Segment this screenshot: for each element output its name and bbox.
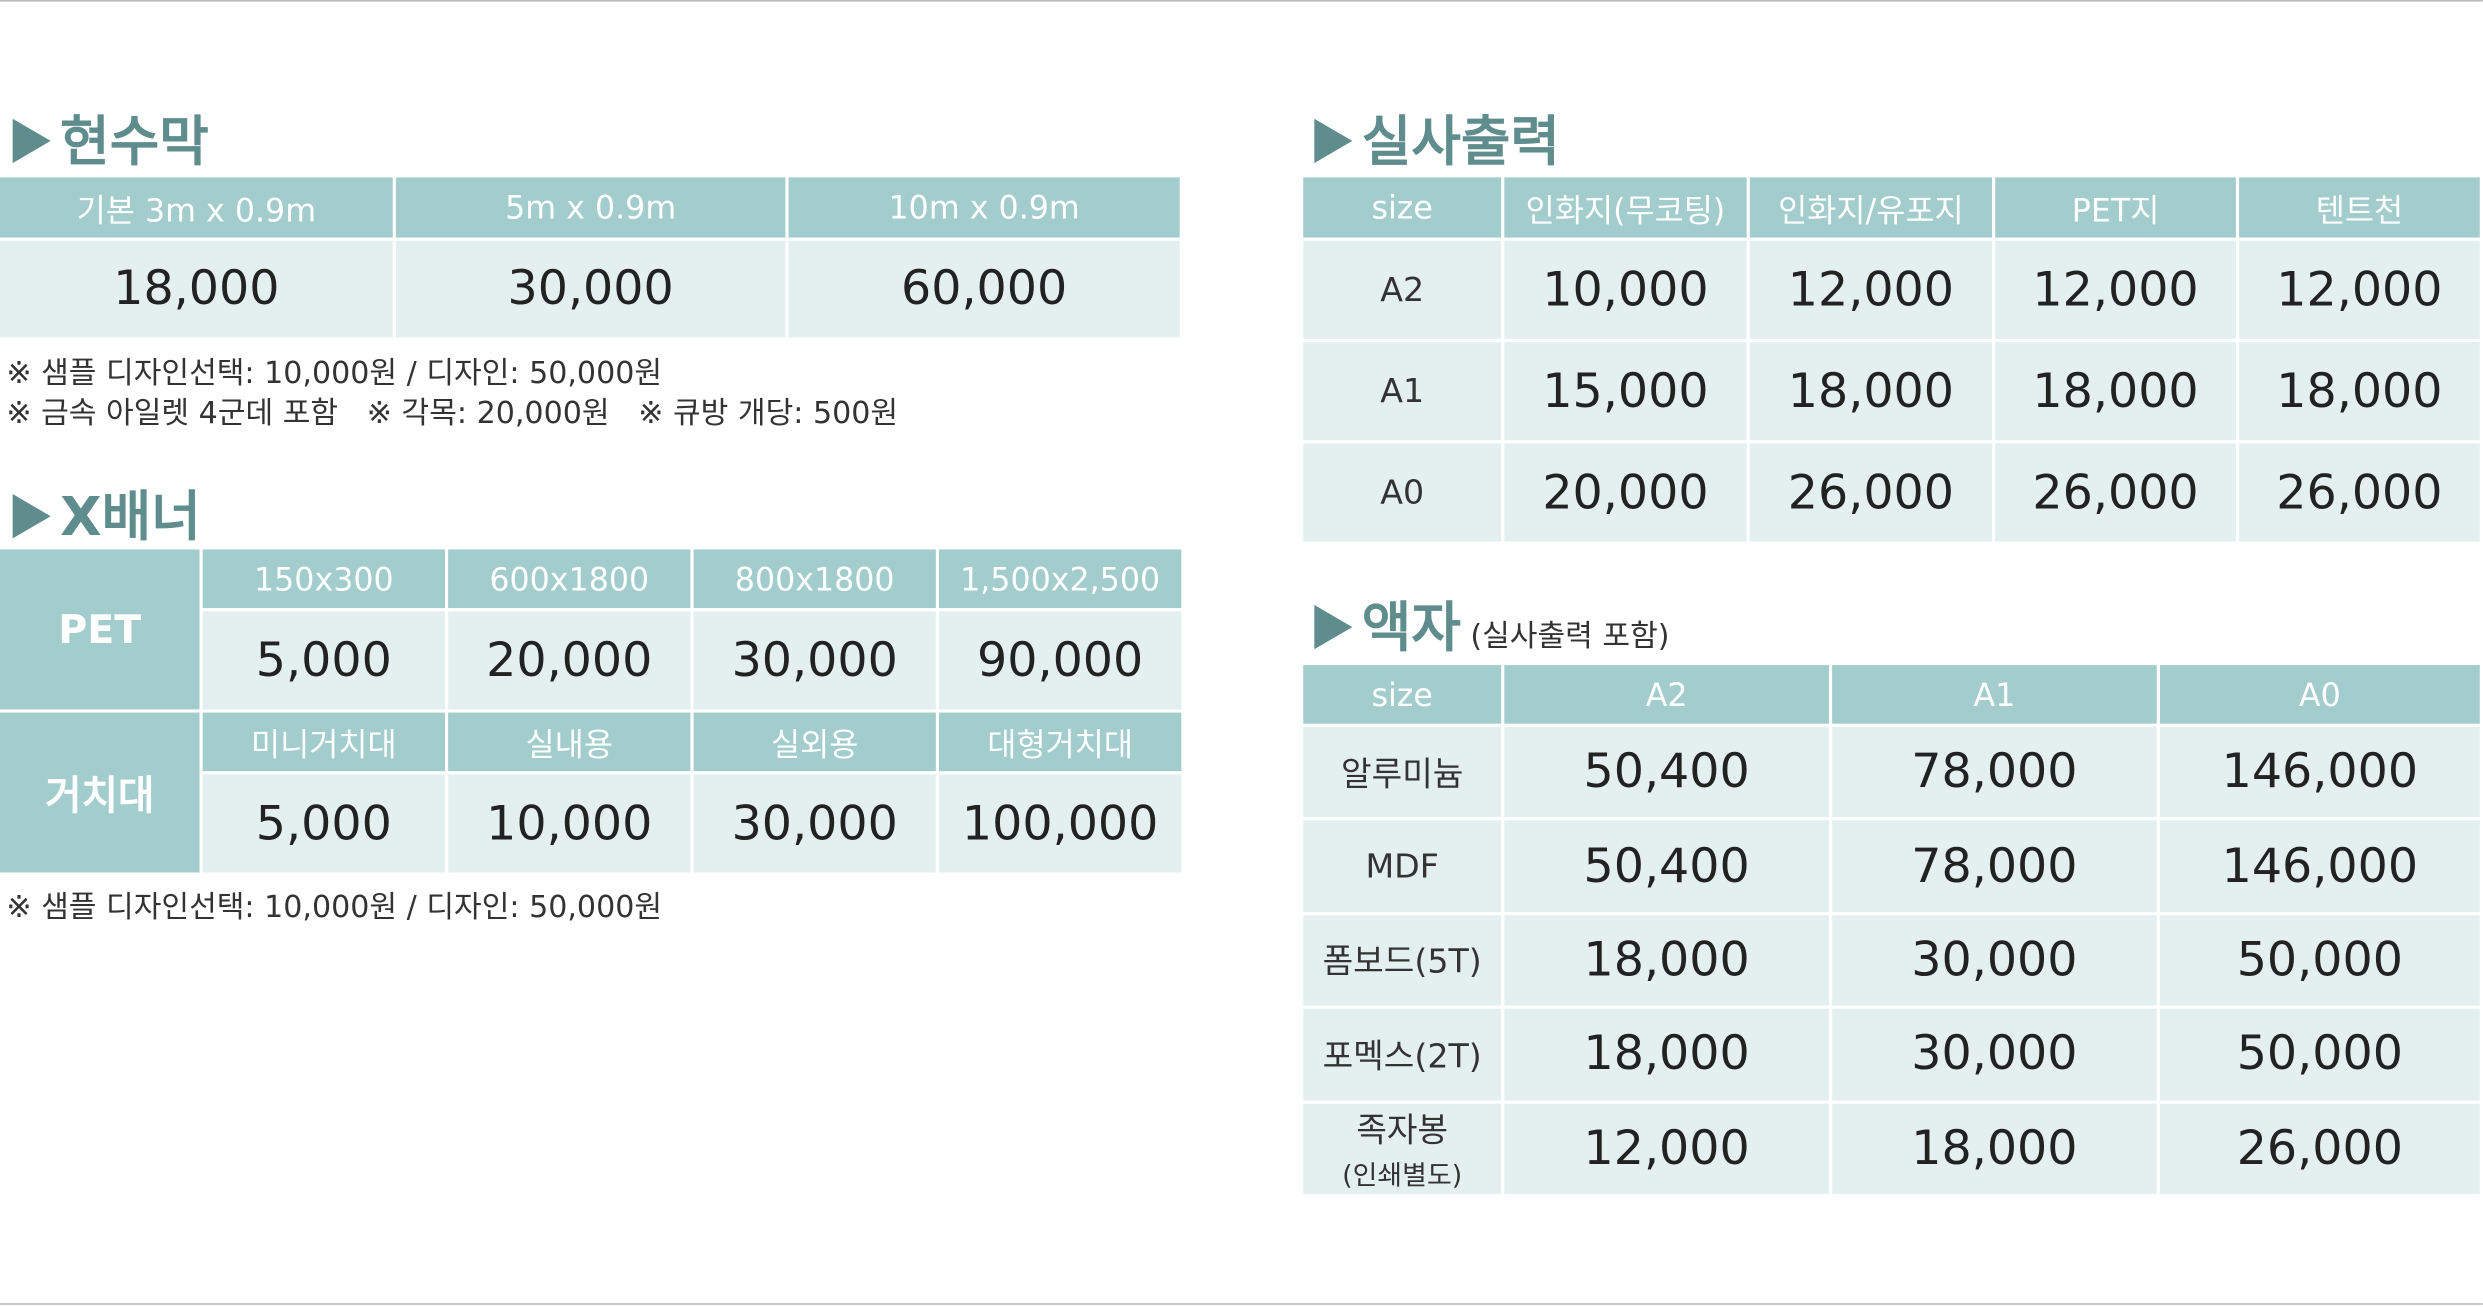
price-cell: 12,000 bbox=[1749, 240, 1993, 339]
section-title: 실사출력 bbox=[1314, 98, 1560, 176]
row-label: 폼보드(5T) bbox=[1303, 914, 1502, 1006]
row-label: MDF bbox=[1303, 820, 1502, 912]
header-cell: 10m x 0.9m bbox=[788, 177, 1180, 238]
label-text: 폼보드(5T) bbox=[1322, 942, 1482, 981]
price-cell: 15,000 bbox=[1504, 342, 1747, 441]
row-label: A0 bbox=[1303, 443, 1502, 542]
price-cell: 100,000 bbox=[939, 774, 1182, 873]
title-text: X배너 bbox=[60, 486, 201, 550]
arrow bbox=[1314, 118, 1353, 164]
header-cell: 인화지(무코팅) bbox=[1504, 177, 1747, 238]
price-cell: 20,000 bbox=[448, 611, 691, 710]
label-text: 족자봉 bbox=[1356, 1111, 1449, 1150]
header-cell: PET지 bbox=[1995, 177, 2236, 238]
note: ※ 금속 아일렛 4군데 포함 ※ 각목: 20,000원 ※ 큐방 개당: 5… bbox=[6, 395, 899, 431]
price-cell: 50,400 bbox=[1504, 726, 1829, 818]
row-label: A2 bbox=[1303, 240, 1502, 339]
price-cell: 20,000 bbox=[1504, 443, 1747, 542]
header-cell: 텐트천 bbox=[2239, 177, 2480, 238]
label-note: (인쇄별도) bbox=[1342, 1160, 1463, 1193]
price-cell: 12,000 bbox=[2239, 240, 2480, 339]
note: ※ 샘플 디자인선택: 10,000원 / 디자인: 50,000원 bbox=[6, 356, 663, 392]
price-cell: 30,000 bbox=[693, 611, 936, 710]
header-cell: 5m x 0.9m bbox=[395, 177, 786, 238]
header-cell: 대형거치대 bbox=[939, 712, 1182, 772]
group-label: PET bbox=[0, 549, 200, 710]
price-cell: 26,000 bbox=[1749, 443, 1993, 542]
price-cell: 26,000 bbox=[2239, 443, 2480, 542]
row-label: A1 bbox=[1303, 342, 1502, 441]
header-cell: A1 bbox=[1832, 665, 2157, 724]
price-cell: 18,000 bbox=[2239, 342, 2480, 441]
price-cell: 30,000 bbox=[1832, 914, 2157, 1006]
header-cell: 실내용 bbox=[448, 712, 691, 772]
header-cell: 미니거치대 bbox=[202, 712, 445, 772]
label-text: 포멕스(2T) bbox=[1322, 1036, 1482, 1075]
section-title: 액자 (실사출력 포함) bbox=[1314, 584, 1670, 662]
price-cell: 12,000 bbox=[1504, 1103, 1829, 1194]
price-cell: 60,000 bbox=[788, 240, 1180, 338]
price-cell: 18,000 bbox=[1749, 342, 1993, 441]
price-cell: 78,000 bbox=[1832, 726, 2157, 818]
header-cell: A0 bbox=[2159, 665, 2480, 724]
section-title: 현수막 bbox=[12, 98, 209, 176]
price-cell: 26,000 bbox=[2159, 1103, 2480, 1194]
price-cell: 90,000 bbox=[939, 611, 1182, 710]
price-cell: 18,000 bbox=[1832, 1103, 2157, 1194]
row-label: 알루미늄 bbox=[1303, 726, 1502, 818]
header-cell: 1,500x2,500 bbox=[939, 549, 1182, 609]
price-cell: 18,000 bbox=[1504, 914, 1829, 1006]
header-cell: 인화지/유포지 bbox=[1749, 177, 1993, 238]
arrow bbox=[12, 494, 51, 539]
price-cell: 10,000 bbox=[1504, 240, 1747, 339]
group-label: 거치대 bbox=[0, 712, 200, 873]
section-title: X배너 bbox=[12, 473, 201, 551]
top-rule bbox=[0, 0, 2483, 2]
price-cell: 5,000 bbox=[202, 774, 445, 873]
price-cell: 12,000 bbox=[1995, 240, 2236, 339]
price-cell: 78,000 bbox=[1832, 820, 2157, 912]
price-cell: 146,000 bbox=[2159, 820, 2480, 912]
price-cell: 30,000 bbox=[1832, 1008, 2157, 1100]
price-cell: 18,000 bbox=[1504, 1008, 1829, 1100]
title-text: 현수막 bbox=[60, 110, 209, 175]
title-text: 액자 bbox=[1361, 596, 1461, 661]
arrow bbox=[12, 118, 51, 164]
subtitle: (실사출력 포함) bbox=[1470, 619, 1670, 654]
price-cell: 18,000 bbox=[1995, 342, 2236, 441]
label-text: 알루미늄 bbox=[1341, 754, 1464, 793]
header-cell: A2 bbox=[1504, 665, 1829, 724]
price-cell: 18,000 bbox=[0, 240, 393, 338]
header-cell: size bbox=[1303, 177, 1502, 238]
bottom-rule bbox=[0, 1303, 2483, 1305]
price-cell: 50,000 bbox=[2159, 1008, 2480, 1100]
title-text: 실사출력 bbox=[1361, 110, 1560, 175]
price-cell: 5,000 bbox=[202, 611, 445, 710]
price-cell: 50,000 bbox=[2159, 914, 2480, 1006]
price-cell: 30,000 bbox=[395, 240, 786, 338]
price-cell: 146,000 bbox=[2159, 726, 2480, 818]
label-text: MDF bbox=[1365, 847, 1439, 886]
price-cell: 10,000 bbox=[448, 774, 691, 873]
note: ※ 샘플 디자인선택: 10,000원 / 디자인: 50,000원 bbox=[6, 889, 663, 925]
row-label: 족자봉 (인쇄별도) bbox=[1303, 1103, 1502, 1194]
header-cell: 150x300 bbox=[202, 549, 445, 609]
price-cell: 30,000 bbox=[693, 774, 936, 873]
arrow bbox=[1314, 604, 1353, 650]
price-cell: 26,000 bbox=[1995, 443, 2236, 542]
header-cell: size bbox=[1303, 665, 1502, 724]
header-cell: 실외용 bbox=[693, 712, 936, 772]
header-cell: 800x1800 bbox=[693, 549, 936, 609]
header-cell: 기본 3m x 0.9m bbox=[0, 177, 393, 238]
header-cell: 600x1800 bbox=[448, 549, 691, 609]
price-cell: 50,400 bbox=[1504, 820, 1829, 912]
row-label: 포멕스(2T) bbox=[1303, 1008, 1502, 1100]
